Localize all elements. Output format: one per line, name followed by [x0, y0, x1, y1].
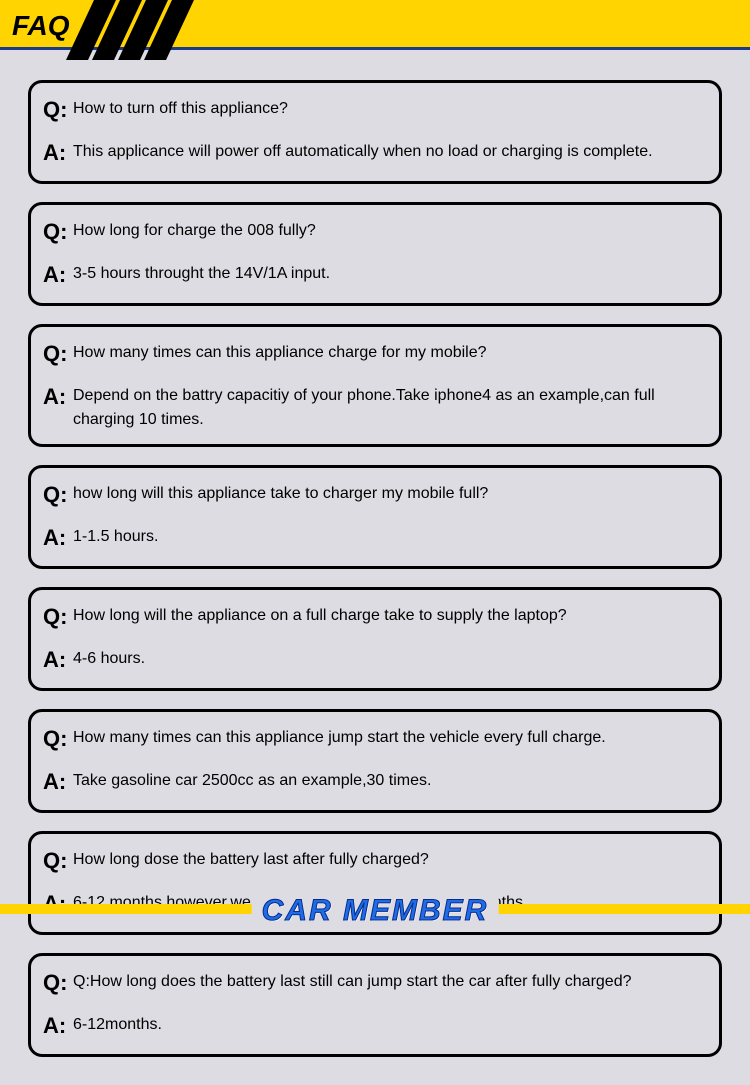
- a-prefix: A:: [43, 765, 71, 798]
- question-row: Q: How long dose the battery last after …: [43, 844, 707, 877]
- question-row: Q: Q:How long does the battery last stil…: [43, 966, 707, 999]
- a-prefix: A:: [43, 643, 71, 676]
- question-row: Q: How many times can this appliance cha…: [43, 337, 707, 370]
- answer-row: A: Depend on the battry capacitiy of you…: [43, 380, 707, 432]
- answer-row: A: 3-5 hours throught the 14V/1A input.: [43, 258, 707, 291]
- q-prefix: Q:: [43, 215, 71, 248]
- answer-row: A: 1-1.5 hours.: [43, 521, 707, 554]
- answer-text: 4-6 hours.: [73, 643, 707, 671]
- header-bar: FAQ: [0, 0, 750, 50]
- a-prefix: A:: [43, 521, 71, 554]
- page-title: FAQ: [0, 10, 70, 42]
- answer-text: 1-1.5 hours.: [73, 521, 707, 549]
- faq-item: Q: How many times can this appliance cha…: [28, 324, 722, 447]
- a-prefix: A:: [43, 258, 71, 291]
- question-row: Q: How long will the appliance on a full…: [43, 600, 707, 633]
- answer-text: 3-5 hours throught the 14V/1A input.: [73, 258, 707, 286]
- a-prefix: A:: [43, 136, 71, 169]
- a-prefix: A:: [43, 1009, 71, 1042]
- faq-item: Q: How long will the appliance on a full…: [28, 587, 722, 691]
- answer-text: Take gasoline car 2500cc as an example,3…: [73, 765, 707, 793]
- question-text: How long will the appliance on a full ch…: [73, 600, 707, 628]
- question-text: How long for charge the 008 fully?: [73, 215, 707, 243]
- question-text: Q:How long does the battery last still c…: [73, 966, 707, 994]
- answer-row: A: 6-12months.: [43, 1009, 707, 1042]
- question-text: how long will this appliance take to cha…: [73, 478, 707, 506]
- answer-text: This applicance will power off automatic…: [73, 136, 707, 164]
- a-prefix: A:: [43, 380, 71, 413]
- question-text: How long dose the battery last after ful…: [73, 844, 707, 872]
- faq-item: Q: Q:How long does the battery last stil…: [28, 953, 722, 1057]
- answer-row: A: 4-6 hours.: [43, 643, 707, 676]
- q-prefix: Q:: [43, 478, 71, 511]
- faq-item: Q: how long will this appliance take to …: [28, 465, 722, 569]
- answer-text: Depend on the battry capacitiy of your p…: [73, 380, 707, 432]
- question-row: Q: How to turn off this appliance?: [43, 93, 707, 126]
- answer-row: A: Take gasoline car 2500cc as an exampl…: [43, 765, 707, 798]
- header-stripes: [80, 0, 180, 54]
- question-row: Q: How long for charge the 008 fully?: [43, 215, 707, 248]
- faq-item: Q: How many times can this appliance jum…: [28, 709, 722, 813]
- answer-row: A: This applicance will power off automa…: [43, 136, 707, 169]
- question-row: Q: how long will this appliance take to …: [43, 478, 707, 511]
- question-row: Q: How many times can this appliance jum…: [43, 722, 707, 755]
- footer: CAR MEMBER: [0, 904, 750, 914]
- question-text: How to turn off this appliance?: [73, 93, 707, 121]
- faq-item: Q: How to turn off this appliance? A: Th…: [28, 80, 722, 184]
- answer-text: 6-12months.: [73, 1009, 707, 1037]
- faq-item: Q: How long for charge the 008 fully? A:…: [28, 202, 722, 306]
- q-prefix: Q:: [43, 600, 71, 633]
- brand-label: CAR MEMBER: [252, 894, 499, 928]
- q-prefix: Q:: [43, 966, 71, 999]
- question-text: How many times can this appliance charge…: [73, 337, 707, 365]
- q-prefix: Q:: [43, 337, 71, 370]
- question-text: How many times can this appliance jump s…: [73, 722, 707, 750]
- q-prefix: Q:: [43, 722, 71, 755]
- faq-list: Q: How to turn off this appliance? A: Th…: [0, 50, 750, 1085]
- q-prefix: Q:: [43, 844, 71, 877]
- q-prefix: Q:: [43, 93, 71, 126]
